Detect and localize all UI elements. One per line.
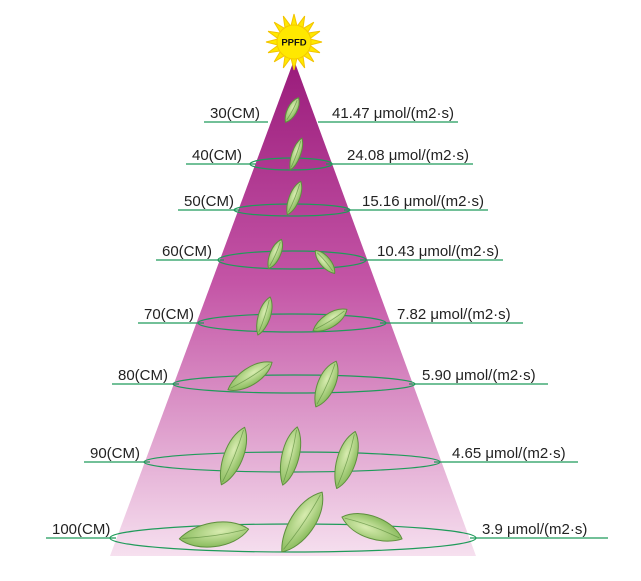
ppfd-value-label: 7.82 μmol/(m2·s) [397,306,511,323]
ppfd-value-label: 15.16 μmol/(m2·s) [362,193,484,210]
leaf [227,361,273,391]
distance-level-6: 80(CM) 5.90 μmol/(m2·s) [112,367,548,394]
distance-label: 40(CM) [192,147,242,164]
leaf [286,180,303,216]
ppfd-value-label: 24.08 μmol/(m2·s) [347,147,469,164]
distance-label: 100(CM) [52,521,110,538]
distance-label: 90(CM) [90,445,140,462]
leaf [220,426,248,486]
light-cone [110,60,476,556]
leaf [267,238,283,270]
leaf [314,360,339,408]
leaf [256,296,273,336]
sun-icon: PPFD [265,13,323,71]
distance-level-2: 40(CM) 24.08 μmol/(m2·s) [186,147,473,171]
leaf [289,137,304,171]
ppfd-value-label: 5.90 μmol/(m2·s) [422,367,536,384]
ppfd-value-label: 4.65 μmol/(m2·s) [452,445,566,462]
distance-label: 70(CM) [144,306,194,323]
leaf [279,426,302,486]
distance-label: 30(CM) [210,105,260,122]
leaf [314,250,336,274]
ppfd-value-label: 10.43 μmol/(m2·s) [377,243,499,260]
leaf [341,513,403,542]
distance-levels: 30(CM) 41.47 μmol/(m2·s) 40(CM) 24.08 μmol/… [46,105,608,553]
plant-leaves [178,97,403,553]
leaf [178,521,250,548]
ppfd-value-label: 41.47 μmol/(m2·s) [332,105,454,122]
leaf [334,430,359,490]
distance-level-1: 30(CM) 41.47 μmol/(m2·s) [204,105,458,123]
distance-level-8: 100(CM) 3.9 μmol/(m2·s) [46,521,608,553]
leaf [284,97,300,123]
leaf [281,491,324,553]
distance-label: 80(CM) [118,367,168,384]
sun-label: PPFD [281,38,306,49]
distance-label: 50(CM) [184,193,234,210]
distance-level-5: 70(CM) 7.82 μmol/(m2·s) [138,306,523,333]
distance-level-4: 60(CM) 10.43 μmol/(m2·s) [156,243,503,270]
leaf [312,308,348,332]
distance-label: 60(CM) [162,243,212,260]
ppfd-value-label: 3.9 μmol/(m2·s) [482,521,587,538]
